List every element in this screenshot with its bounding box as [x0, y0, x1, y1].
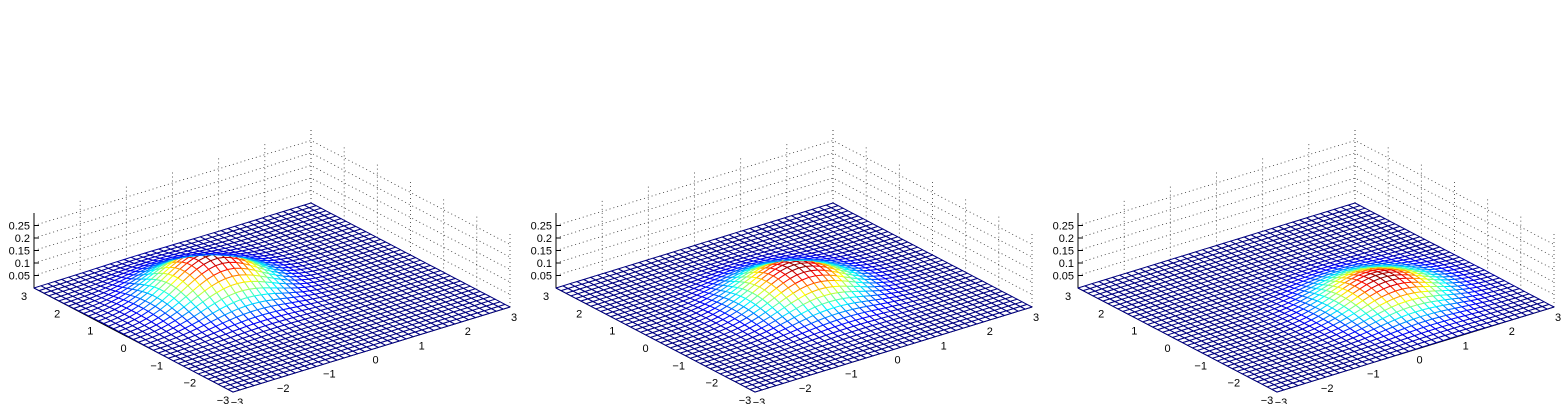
grid-line: [555, 140, 1033, 245]
grid-line: [555, 190, 1033, 295]
y-tick-label: 1: [1131, 326, 1137, 338]
y-tick-label: 0: [642, 343, 648, 355]
x-tick-label: −3: [231, 397, 244, 404]
z-tick-label: 0.2: [1059, 233, 1074, 245]
surface-plot-3-svg: 0.050.10.150.20.25 −3 −2 −1 0 1 2 3 −3 −2 −1 0 1 2 3: [1053, 128, 1561, 404]
grid-line: [1077, 177, 1555, 283]
y-tick-label: −1: [1194, 360, 1207, 372]
grid-line: [33, 140, 511, 245]
z-tick-label: 0.25: [531, 221, 552, 233]
y-tick-label: −3: [1261, 395, 1274, 404]
y-tick-label: 2: [54, 308, 60, 320]
tick-labels: 0.050.10.150.20.25 −3 −2 −1 0 1 2 3 −3 −2 −1 0 1 2 3: [9, 221, 517, 404]
y-tick-label: 3: [543, 291, 549, 303]
y-tick-label: 2: [1098, 308, 1104, 320]
z-tick-label: 0.1: [537, 258, 552, 270]
grid-line: [1077, 152, 1555, 258]
y-tick-label: 1: [609, 326, 615, 338]
grid-line: [33, 165, 511, 270]
y-tick-label: −2: [1228, 378, 1241, 390]
y-tick-label: 2: [576, 308, 582, 320]
x-tick-label: −3: [1275, 397, 1288, 404]
y-tick-label: −1: [672, 360, 685, 372]
x-tick-label: −1: [1367, 369, 1380, 381]
y-tick-label: 1: [87, 326, 93, 338]
x-tick-label: −2: [277, 383, 290, 395]
surface-mesh: [555, 202, 1033, 393]
surface-plot-1-svg: 0.050.10.150.20.25 −3 −2 −1 0 1 2 3 −3 −2 −1 0 1 2 3: [9, 128, 517, 404]
y-tick-label: −3: [217, 395, 230, 404]
z-tick-label: 0.2: [15, 233, 30, 245]
y-tick-label: −3: [739, 395, 752, 404]
y-tick-label: 0: [120, 343, 126, 355]
y-tick-label: 3: [21, 291, 27, 303]
x-tick-label: 2: [1509, 326, 1515, 338]
surface-mesh: [1077, 202, 1555, 393]
grid-line: [555, 152, 1033, 258]
x-tick-label: 3: [1033, 312, 1039, 324]
z-tick-label: 0.1: [15, 258, 30, 270]
grid-line: [1077, 190, 1555, 295]
surface-cell: [555, 285, 569, 292]
surface-plot-2: 0.05 0.1 0.15 0.2 0.25 −3 −2 −1 0 1 2 3 −3 −2 −1 0 1 2 3: [522, 0, 1044, 404]
y-tick-label: −2: [184, 378, 197, 390]
surface-plot-1: 0.05 0.1 0.15 0.2 0.25 −3 −2 −1 0 1 2 3 −3 −2 −1 0 1 2 3: [0, 0, 522, 404]
x-tick-label: 0: [1416, 355, 1422, 367]
y-tick-label: −2: [706, 378, 719, 390]
x-tick-label: 1: [1463, 340, 1469, 352]
tick-labels: 0.050.10.150.20.25 −3 −2 −1 0 1 2 3 −3 −2 −1 0 1 2 3: [531, 221, 1039, 404]
y-tick-label: 3: [1065, 291, 1071, 303]
x-tick-label: 2: [987, 326, 993, 338]
surface-plot-3: 0.05 0.1 0.15 0.2 0.25 −3 −2 −1 0 1 2 3 −3 −2 −1 0 1 2 3: [1044, 0, 1566, 404]
x-tick-label: −1: [845, 369, 858, 381]
z-tick-label: 0.15: [9, 246, 30, 258]
x-tick-label: 1: [419, 340, 425, 352]
x-tick-label: 1: [941, 340, 947, 352]
z-tick-label: 0.2: [537, 233, 552, 245]
z-tick-label: 0.15: [1053, 246, 1074, 258]
x-tick-label: 3: [1555, 312, 1561, 324]
grid-line: [1077, 165, 1555, 270]
grid-line: [33, 177, 511, 283]
grid-line: [33, 190, 511, 295]
y-tick-label: −1: [150, 360, 163, 372]
x-tick-label: 2: [465, 326, 471, 338]
z-tick-label: 0.25: [9, 221, 30, 233]
surface-plot-2-svg: 0.050.10.150.20.25 −3 −2 −1 0 1 2 3 −3 −2 −1 0 1 2 3: [531, 128, 1039, 404]
x-tick-label: −3: [753, 397, 766, 404]
x-tick-label: −2: [1321, 383, 1334, 395]
grid-line: [555, 177, 1033, 283]
grid-line: [33, 152, 511, 258]
x-tick-label: 0: [894, 355, 900, 367]
surface-mesh: [33, 202, 511, 393]
z-tick-label: 0.05: [1053, 271, 1074, 283]
x-tick-label: −2: [799, 383, 812, 395]
grid-line: [555, 165, 1033, 270]
x-tick-label: −1: [323, 369, 336, 381]
z-tick-label: 0.15: [531, 246, 552, 258]
x-tick-label: 0: [372, 355, 378, 367]
z-tick-label: 0.05: [9, 271, 30, 283]
grid-line: [1077, 140, 1555, 245]
y-tick-label: 0: [1164, 343, 1170, 355]
tick-labels: 0.050.10.150.20.25 −3 −2 −1 0 1 2 3 −3 −2 −1 0 1 2 3: [1053, 221, 1561, 404]
z-tick-label: 0.25: [1053, 221, 1074, 233]
surface-cell: [33, 285, 47, 292]
x-tick-label: 3: [511, 312, 517, 324]
z-tick-label: 0.1: [1059, 258, 1074, 270]
z-tick-label: 0.05: [531, 271, 552, 283]
